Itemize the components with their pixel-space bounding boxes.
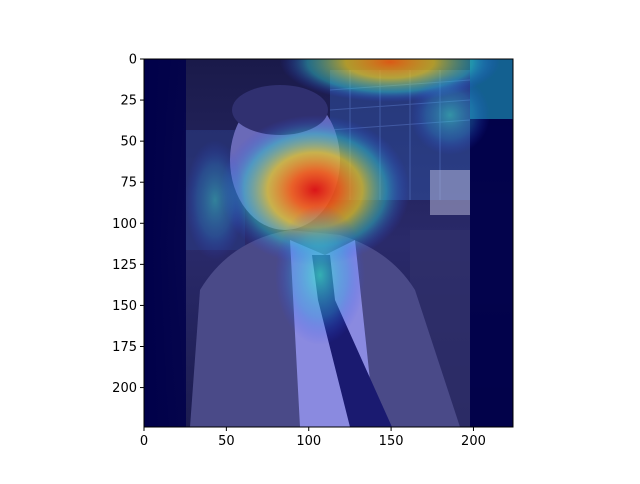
y-tick-label: 100 (112, 217, 137, 232)
x-tick-label: 50 (218, 434, 235, 449)
y-tick-label: 175 (112, 340, 137, 355)
heatmap-image (144, 59, 513, 427)
y-tick-label: 125 (112, 258, 137, 273)
x-tick-label: 0 (140, 434, 148, 449)
y-tick-label: 75 (120, 176, 137, 191)
y-tick-label: 0 (129, 53, 137, 68)
y-tick-label: 150 (112, 299, 137, 314)
y-tick-label: 25 (120, 94, 137, 109)
x-tick-label: 150 (379, 434, 404, 449)
y-tick-label: 200 (112, 381, 137, 396)
plot-frame (143, 58, 514, 428)
x-axis: 0 50 100 150 200 (140, 427, 486, 449)
x-tick-label: 200 (461, 434, 486, 449)
x-tick-label: 100 (296, 434, 321, 449)
y-tick-label: 50 (120, 135, 137, 150)
y-axis: 0 25 50 75 100 125 150 175 200 (112, 53, 144, 396)
